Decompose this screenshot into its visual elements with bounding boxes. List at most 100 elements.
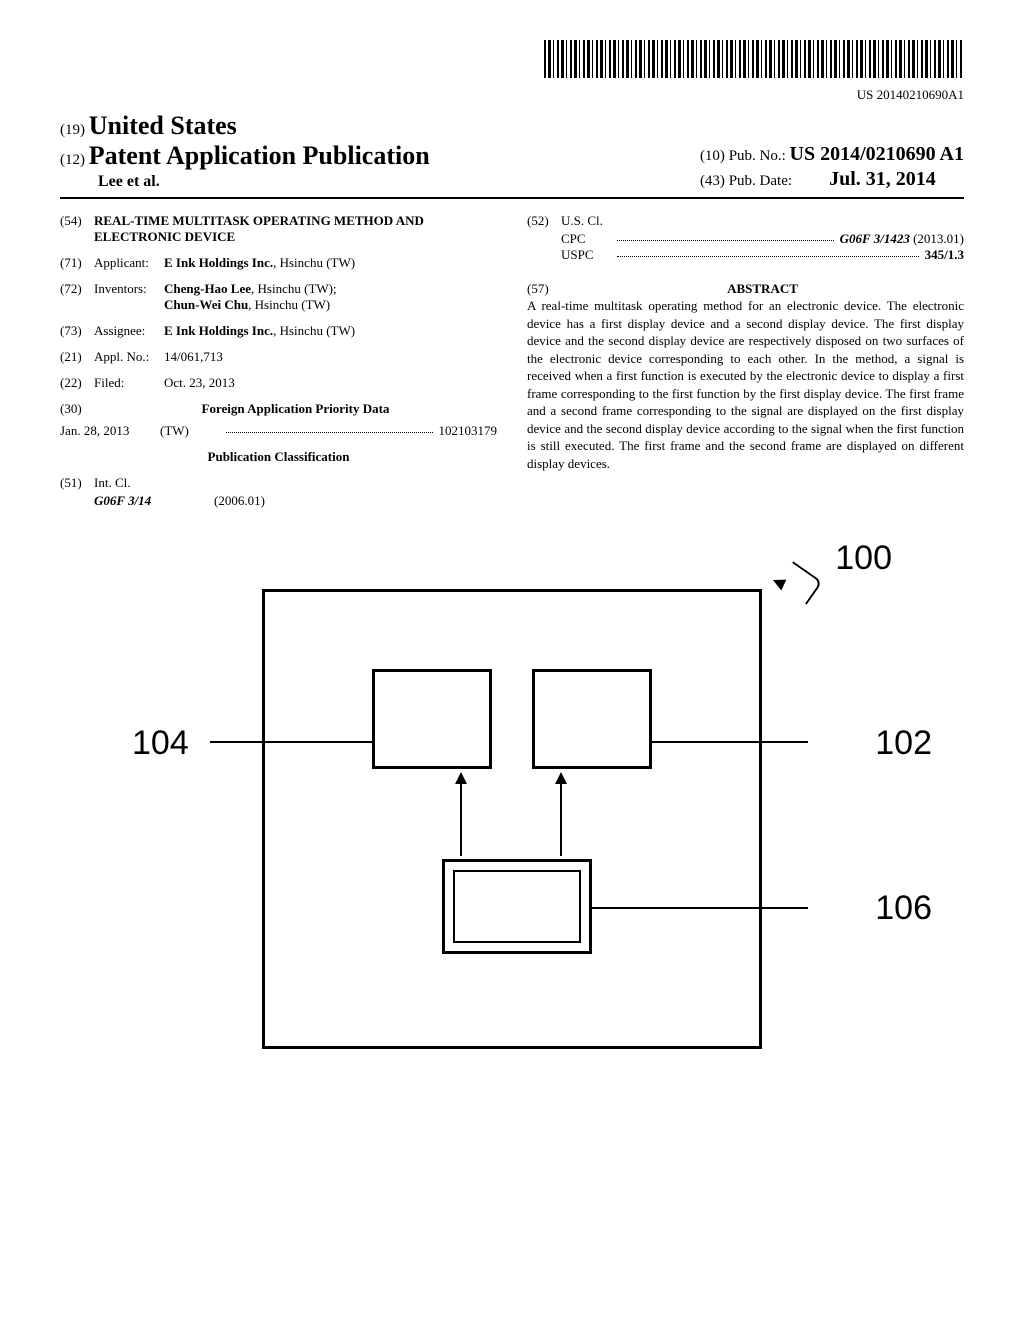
ref-numeral-104: 104 [132,724,189,763]
inventors-value: Cheng-Hao Lee, Hsinchu (TW); Chun-Wei Ch… [164,281,497,313]
assignee-value: E Ink Holdings Inc., Hsinchu (TW) [164,323,497,339]
leader-line-104 [210,741,372,743]
authors: Lee et al. [60,173,430,191]
left-column: (54) REAL-TIME MULTITASK OPERATING METHO… [60,213,497,509]
pubno-label: Pub. No.: [729,148,786,164]
publication-type: Patent Application Publication [89,141,430,170]
cpc-line: CPC G06F 3/1423 (2013.01) [527,231,964,247]
assignee-loc: , Hsinchu (TW) [273,323,355,338]
code-43: (43) [700,173,725,189]
field-57-abstract-heading: (57) ABSTRACT [527,281,964,297]
uspc-value: 345/1.3 [925,247,964,263]
code-57: (57) [527,281,561,297]
patent-figure: 100 104 102 106 [152,569,872,1089]
barcode-region [60,40,964,83]
intcl-line: G06F 3/14 (2006.01) [60,493,497,509]
ref-numeral-102: 102 [875,724,932,763]
cpc-label: CPC [561,231,611,247]
code-51: (51) [60,475,94,491]
intcl-year: (2006.01) [214,493,265,509]
inventor-2-name: Chun-Wei Chu [164,297,248,312]
header-right: (10) Pub. No.: US 2014/0210690 A1 (43) P… [700,143,964,191]
leader-line-102 [652,741,808,743]
pubdate-label: Pub. Date: [729,173,792,189]
applicant-loc: , Hsinchu (TW) [273,255,355,270]
code-19: (19) [60,122,85,138]
foreign-priority-row: Jan. 28, 2013 (TW) 102103179 [60,423,497,439]
dot-leader [617,231,834,241]
arrow-106-to-104 [460,774,462,856]
field-22-filed: (22) Filed: Oct. 23, 2013 [60,375,497,391]
code-73: (73) [60,323,94,339]
uscl-label: U.S. Cl. [561,213,964,229]
intcl-label: Int. Cl. [94,475,497,491]
inventor-1-loc: , Hsinchu (TW); [251,281,337,296]
figure-box-106 [442,859,592,954]
code-10: (10) [700,148,725,164]
code-72: (72) [60,281,94,313]
arrow-106-to-102 [560,774,562,856]
uspc-line: USPC 345/1.3 [527,247,964,263]
pubdate-value: Jul. 31, 2014 [796,168,936,191]
field-73-assignee: (73) Assignee: E Ink Holdings Inc., Hsin… [60,323,497,339]
foreign-number: 102103179 [439,423,498,439]
header-left: (19) United States (12) Patent Applicati… [60,111,430,191]
dot-leader [617,247,919,257]
field-30-foreign: (30) Foreign Application Priority Data [60,401,497,417]
field-54-title: (54) REAL-TIME MULTITASK OPERATING METHO… [60,213,497,245]
code-21: (21) [60,349,94,365]
document-header: (19) United States (12) Patent Applicati… [60,111,964,199]
leader-line-106 [592,907,808,909]
pub-number-line: (10) Pub. No.: US 2014/0210690 A1 [700,143,964,166]
uspc-label: USPC [561,247,611,263]
inventor-2-loc: , Hsinchu (TW) [248,297,330,312]
applicant-value: E Ink Holdings Inc., Hsinchu (TW) [164,255,497,271]
field-51-intcl: (51) Int. Cl. [60,475,497,491]
cpc-class: G06F 3/1423 [840,231,910,246]
filed-label: Filed: [94,375,164,391]
country-line: (19) United States [60,111,430,141]
barcode-graphic [544,40,964,78]
pub-classification-heading: Publication Classification [60,449,497,465]
assignee-label: Assignee: [94,323,164,339]
applno-label: Appl. No.: [94,349,164,365]
right-column: (52) U.S. Cl. CPC G06F 3/1423 (2013.01) … [527,213,964,509]
field-72-inventors: (72) Inventors: Cheng-Hao Lee, Hsinchu (… [60,281,497,313]
dot-leader [226,423,433,433]
country-name: United States [89,111,237,140]
ref-numeral-106: 106 [875,889,932,928]
code-54: (54) [60,213,94,245]
figure-box-102 [532,669,652,769]
figure-region: 100 104 102 106 [60,569,964,1089]
applno-value: 14/061,713 [164,349,497,365]
code-30: (30) [60,401,94,417]
cpc-year: (2013.01) [913,231,964,246]
pub-date-line: (43) Pub. Date: Jul. 31, 2014 [700,168,964,191]
figure-box-106-inner [453,870,581,943]
code-12: (12) [60,152,85,168]
biblio-columns: (54) REAL-TIME MULTITASK OPERATING METHO… [60,213,964,509]
applicant-name: E Ink Holdings Inc. [164,255,273,270]
intcl-class: G06F 3/14 [94,493,214,509]
filed-value: Oct. 23, 2013 [164,375,497,391]
inventors-label: Inventors: [94,281,164,313]
ref-numeral-100: 100 [835,539,892,578]
code-52: (52) [527,213,561,229]
abstract-text: A real-time multitask operating method f… [527,297,964,472]
code-22: (22) [60,375,94,391]
code-71: (71) [60,255,94,271]
assignee-name: E Ink Holdings Inc. [164,323,273,338]
field-21-applno: (21) Appl. No.: 14/061,713 [60,349,497,365]
figure-outer-box [262,589,762,1049]
field-71-applicant: (71) Applicant: E Ink Holdings Inc., Hsi… [60,255,497,271]
foreign-date: Jan. 28, 2013 [60,423,160,439]
field-52-uscl: (52) U.S. Cl. [527,213,964,229]
foreign-heading: Foreign Application Priority Data [94,401,497,417]
applicant-label: Applicant: [94,255,164,271]
foreign-country: (TW) [160,423,220,439]
cpc-value: G06F 3/1423 (2013.01) [840,231,964,247]
pubno-value: US 2014/0210690 A1 [790,143,964,165]
abstract-heading: ABSTRACT [561,281,964,297]
invention-title: REAL-TIME MULTITASK OPERATING METHOD AND… [94,213,497,245]
pub-type-line: (12) Patent Application Publication [60,141,430,171]
